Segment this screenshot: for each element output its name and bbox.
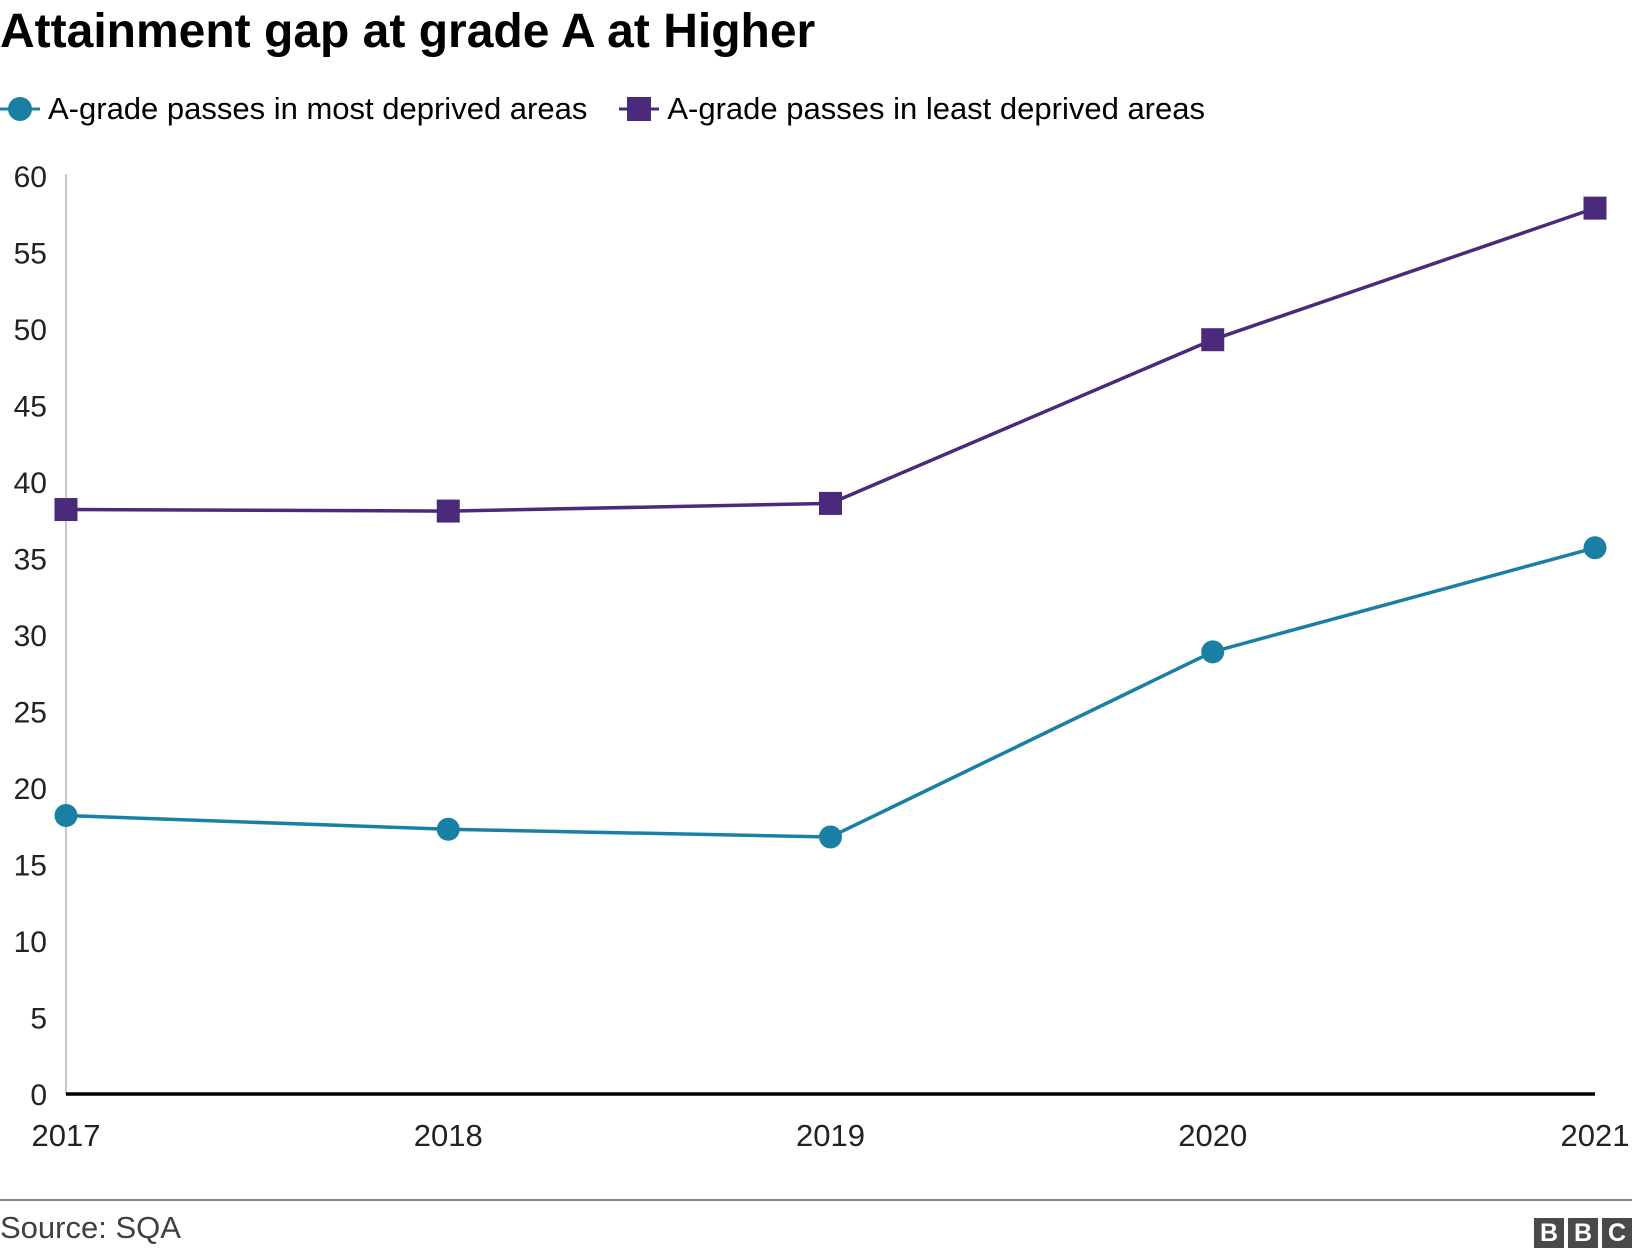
y-tick-label: 5 bbox=[30, 1003, 47, 1036]
y-tick-label: 50 bbox=[14, 314, 47, 347]
chart-title: Attainment gap at grade A at Higher bbox=[0, 5, 816, 58]
legend-item-least-deprived: A-grade passes in least deprived areas bbox=[619, 91, 1205, 127]
line-chart: 0 5 10 15 20 25 30 35 40 45 50 55 60 2017 2018 2019 2020… bbox=[14, 161, 1630, 1150]
footer-divider bbox=[0, 1199, 1632, 1201]
bbc-logo-letter: B bbox=[1568, 1218, 1598, 1248]
x-tick-label: 2019 bbox=[796, 1118, 865, 1150]
y-tick-label: 45 bbox=[14, 391, 47, 424]
y-tick-label: 35 bbox=[14, 544, 47, 577]
data-point-most-deprived bbox=[819, 825, 842, 849]
y-tick-label: 0 bbox=[30, 1079, 47, 1112]
legend: A-grade passes in most deprived areas A-… bbox=[0, 84, 1237, 134]
legend-item-most-deprived: A-grade passes in most deprived areas bbox=[0, 91, 587, 127]
source-note: Source: SQA bbox=[0, 1210, 181, 1245]
y-tick-label: 40 bbox=[14, 467, 47, 500]
square-marker-icon bbox=[619, 97, 660, 121]
data-point-most-deprived bbox=[54, 804, 78, 828]
y-tick-label: 20 bbox=[14, 773, 47, 806]
bbc-logo-letter: B bbox=[1534, 1218, 1564, 1248]
data-point-least-deprived bbox=[1201, 328, 1225, 352]
y-tick-label: 10 bbox=[14, 926, 47, 959]
data-point-most-deprived bbox=[436, 817, 460, 841]
data-point-most-deprived bbox=[1583, 536, 1607, 560]
circle-marker-icon bbox=[0, 97, 40, 121]
bbc-logo: B B C bbox=[1530, 1218, 1632, 1248]
y-tick-label: 55 bbox=[14, 238, 47, 271]
data-point-least-deprived bbox=[54, 498, 78, 522]
data-point-least-deprived bbox=[819, 491, 842, 515]
x-tick-label: 2017 bbox=[32, 1118, 101, 1150]
data-point-least-deprived bbox=[436, 499, 460, 523]
y-tick-label: 25 bbox=[14, 697, 47, 730]
series-line-least-deprived bbox=[65, 206, 1596, 513]
legend-label-least-deprived: A-grade passes in least deprived areas bbox=[667, 91, 1205, 126]
y-tick-label: 30 bbox=[14, 620, 47, 653]
y-tick-label: 60 bbox=[14, 161, 47, 194]
y-tick-label: 15 bbox=[14, 850, 47, 883]
data-point-least-deprived bbox=[1583, 196, 1607, 220]
x-tick-label: 2018 bbox=[414, 1118, 483, 1150]
series-line-most-deprived bbox=[65, 546, 1596, 839]
x-tick-label: 2020 bbox=[1178, 1118, 1247, 1150]
x-tick-label: 2021 bbox=[1561, 1118, 1630, 1150]
legend-label-most-deprived: A-grade passes in most deprived areas bbox=[48, 91, 588, 126]
bbc-logo-letter: C bbox=[1602, 1218, 1632, 1248]
data-point-most-deprived bbox=[1201, 640, 1225, 664]
